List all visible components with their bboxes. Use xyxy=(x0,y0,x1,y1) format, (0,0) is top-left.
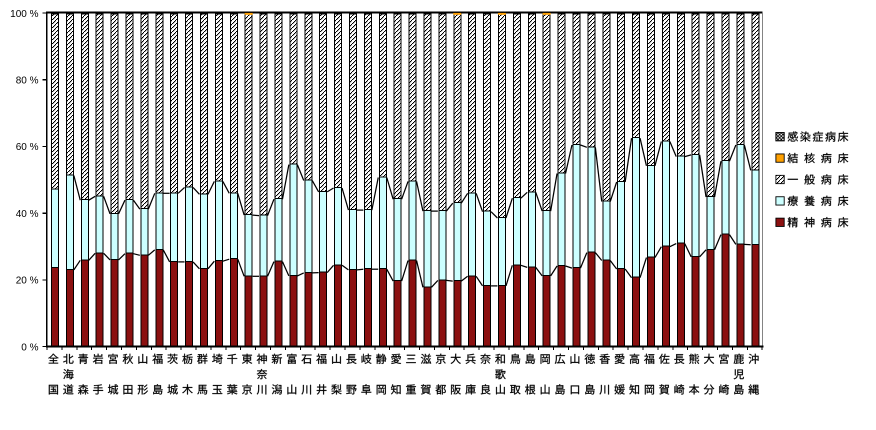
svg-text:60 %: 60 % xyxy=(16,142,39,153)
svg-text:0 %: 0 % xyxy=(21,342,38,353)
svg-text:100 %: 100 % xyxy=(10,9,38,20)
svg-text:80 %: 80 % xyxy=(16,76,39,87)
svg-text:40 %: 40 % xyxy=(16,209,39,220)
svg-text:20 %: 20 % xyxy=(16,276,39,287)
